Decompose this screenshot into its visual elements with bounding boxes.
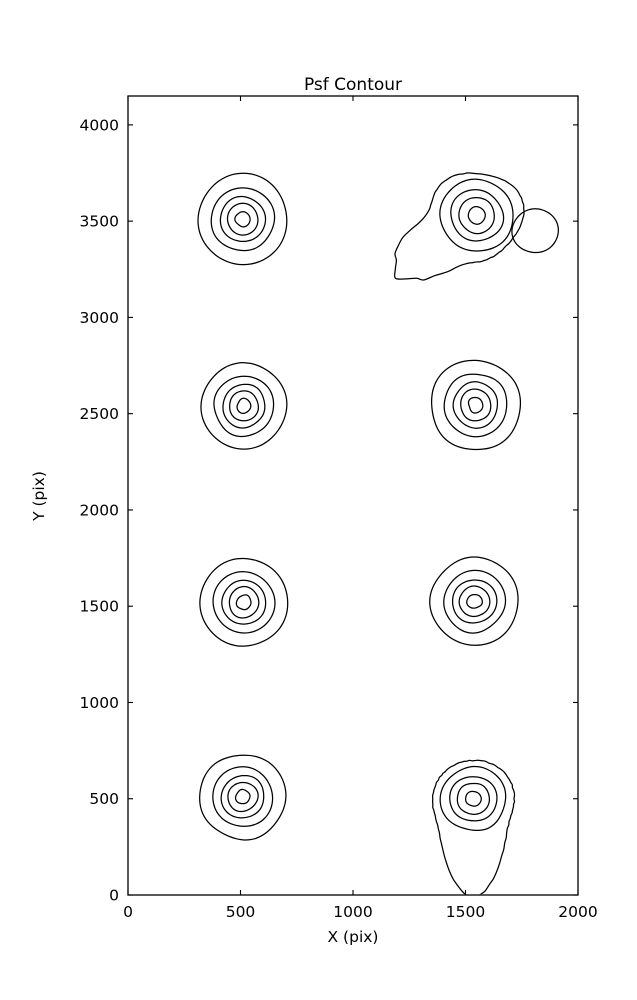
contour-ring	[234, 788, 251, 805]
contour-ring	[464, 790, 482, 807]
x-tick-label: 1500	[446, 903, 485, 921]
contour-ring	[220, 774, 265, 819]
contour-ring	[199, 754, 287, 841]
contour-ring	[458, 196, 495, 235]
contour-ring	[452, 381, 499, 429]
y-tick-label: 500	[89, 790, 119, 808]
contour-ring	[443, 373, 508, 438]
y-tick-label: 4000	[80, 116, 119, 134]
contour-ring	[451, 579, 498, 624]
y-axis-label: Y (pix)	[30, 471, 48, 522]
contour-ring	[458, 585, 491, 618]
contour-ring	[226, 202, 259, 236]
x-axis-label: X (pix)	[328, 928, 379, 946]
contour-ring	[460, 388, 492, 422]
contour-ring	[227, 781, 259, 813]
contour-ring	[443, 569, 507, 634]
y-tick-label: 2500	[80, 405, 119, 423]
contour-ring-outer-tailed	[393, 172, 525, 281]
y-tick-label: 3500	[80, 213, 119, 231]
contour-ring	[213, 375, 275, 438]
contour-ring	[229, 390, 260, 422]
y-tick-label: 2000	[80, 501, 119, 519]
x-axis-ticks: 0 500 1000 1500 2000	[123, 96, 598, 921]
x-tick-label: 2000	[558, 903, 597, 921]
y-tick-label: 3000	[80, 309, 119, 327]
contour-ring	[221, 579, 267, 625]
contour-layer	[197, 172, 559, 895]
contour-ring	[511, 208, 559, 254]
x-tick-label: 1000	[333, 903, 372, 921]
contour-ring	[467, 396, 484, 414]
y-axis-ticks: 0 500 1000 1500 2000 2500 3000 3500 4000	[80, 116, 578, 905]
contour-ring	[439, 765, 507, 832]
axes-frame	[127, 95, 579, 896]
contour-ring	[197, 172, 288, 266]
contour-ring	[430, 359, 522, 451]
x-tick-label: 500	[226, 903, 256, 921]
contour-ring	[467, 205, 486, 225]
contour-ring	[210, 187, 276, 252]
contour-ring	[234, 211, 251, 228]
contour-ring	[449, 776, 498, 822]
contour-ring	[429, 556, 519, 646]
y-tick-label: 1500	[80, 598, 119, 616]
page-title: Psf Contour	[304, 75, 402, 95]
contour-ring	[219, 195, 267, 242]
contour-ring	[439, 178, 514, 252]
contour-ring	[200, 362, 288, 450]
y-tick-label: 0	[109, 887, 119, 905]
contour-ring	[212, 766, 274, 827]
contour-ring	[228, 585, 260, 619]
contour-ring	[212, 571, 276, 634]
x-tick-label: 0	[123, 903, 133, 921]
contour-ring	[222, 383, 266, 429]
contour-ring	[466, 593, 483, 609]
contour-ring	[236, 397, 252, 415]
contour-ring	[235, 594, 252, 611]
contour-ring	[456, 782, 491, 815]
contour-ring	[199, 557, 289, 647]
y-tick-label: 1000	[80, 694, 119, 712]
contour-ring-outer-lobed	[431, 759, 516, 895]
contour-ring	[450, 189, 505, 242]
